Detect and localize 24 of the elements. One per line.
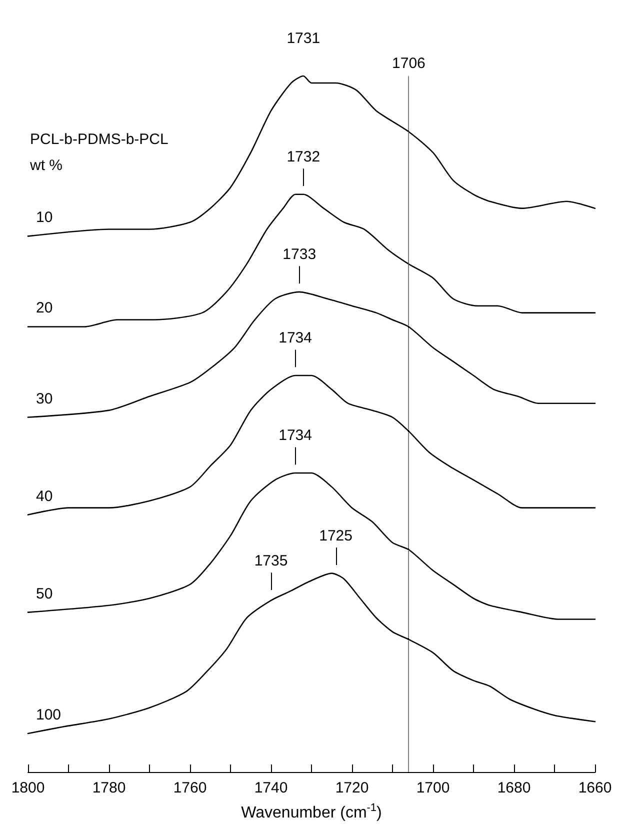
x-tick-label: 1740 [254,780,288,796]
x-tick-label: 1700 [416,780,450,796]
annotation: 1735 [254,552,288,570]
annotation: 1725 [319,527,352,544]
series-label: 30 [36,390,53,408]
annotation: PCL-b-PDMS-b-PCL [30,131,168,148]
ref-line-label: 1706 [392,55,426,72]
annotation: 1734 [278,329,312,346]
annotation: wt % [29,157,63,174]
x-tick-label: 1720 [335,780,369,796]
series-label: 40 [36,488,53,505]
annotation: 1732 [286,148,320,166]
x-tick-label: 1760 [173,780,207,796]
x-tick-label: 1680 [497,780,531,796]
series-label: 10 [36,209,53,226]
annotation: 1733 [282,246,316,263]
annotation: 1734 [278,427,312,444]
x-tick-label: 1660 [578,780,612,796]
series-label: 50 [36,585,53,602]
x-tick-label: 1800 [11,780,45,796]
series-label: 20 [36,300,53,317]
x-tick-label: 1780 [92,780,126,796]
annotation: 1731 [286,30,320,47]
series-label: 100 [36,706,62,724]
